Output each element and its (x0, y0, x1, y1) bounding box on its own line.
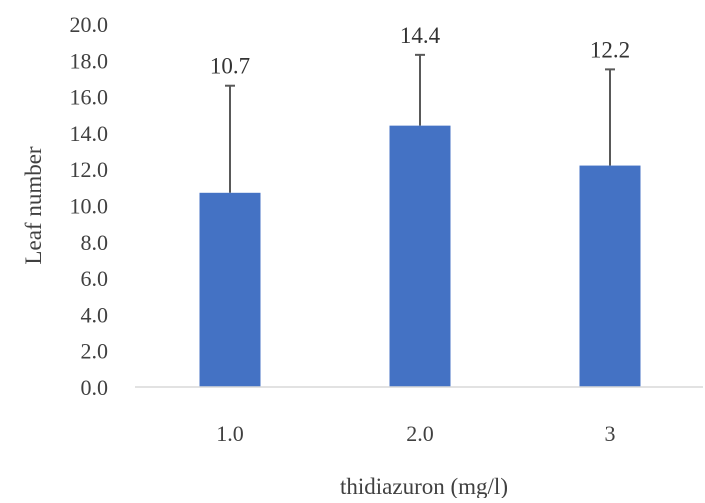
x-axis-label: thidiazuron (mg/l) (340, 474, 508, 498)
y-tick-label: 14.0 (70, 121, 109, 146)
y-tick-label: 12.0 (70, 157, 109, 182)
y-tick-label: 8.0 (81, 230, 109, 255)
y-tick-label: 0.0 (81, 375, 109, 400)
y-axis-label: Leaf number (21, 146, 46, 264)
y-tick-label: 2.0 (81, 339, 109, 364)
y-tick-label: 20.0 (70, 12, 109, 37)
y-tick-label: 16.0 (70, 85, 109, 110)
y-tick-label: 10.0 (70, 194, 109, 219)
data-labels: 10.7 14.4 12.2 (210, 23, 630, 79)
bar (579, 165, 641, 387)
x-axis-ticks: 1.0 2.0 3 (216, 421, 615, 446)
y-tick-label: 4.0 (81, 302, 109, 327)
data-label: 14.4 (400, 23, 441, 48)
x-tick-label: 2.0 (406, 421, 434, 446)
bar (389, 125, 451, 387)
y-axis-ticks: 0.0 2.0 4.0 6.0 8.0 10.0 12.0 14.0 16.0 18.0 20.0 (70, 12, 109, 400)
x-tick-label: 3 (605, 421, 616, 446)
y-tick-label: 18.0 (70, 48, 109, 73)
data-label: 12.2 (590, 37, 630, 62)
data-label: 10.7 (210, 54, 250, 79)
error-bars (225, 53, 615, 193)
bars (199, 125, 641, 387)
bar (199, 192, 261, 387)
y-tick-label: 6.0 (81, 266, 109, 291)
x-tick-label: 1.0 (216, 421, 244, 446)
